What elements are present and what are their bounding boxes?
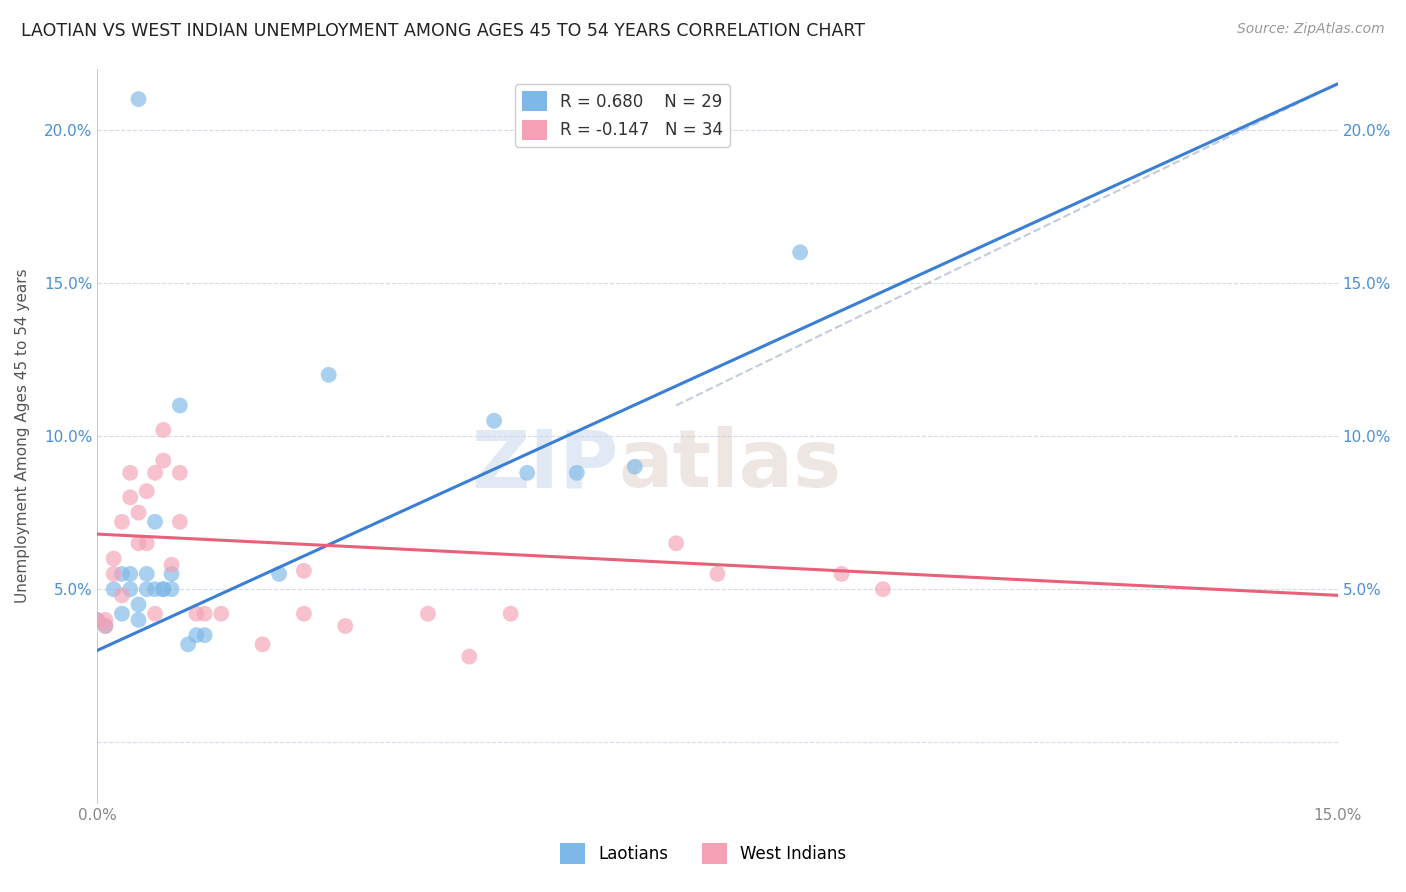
Point xyxy=(135,566,157,581)
Point xyxy=(127,598,149,612)
Point xyxy=(86,613,108,627)
Point xyxy=(194,607,217,621)
Point xyxy=(252,637,274,651)
Legend: R = 0.680    N = 29, R = -0.147   N = 34: R = 0.680 N = 29, R = -0.147 N = 34 xyxy=(515,84,730,146)
Point xyxy=(94,619,117,633)
Point xyxy=(135,484,157,499)
Point xyxy=(186,628,208,642)
Point xyxy=(482,414,505,428)
Point xyxy=(127,613,149,627)
Point xyxy=(706,566,728,581)
Point xyxy=(831,566,853,581)
Point xyxy=(160,558,183,572)
Point xyxy=(127,536,149,550)
Point xyxy=(169,399,191,413)
Point xyxy=(516,466,538,480)
Point xyxy=(143,515,166,529)
Text: atlas: atlas xyxy=(619,426,841,505)
Text: ZIP: ZIP xyxy=(471,426,619,505)
Point xyxy=(135,582,157,597)
Point xyxy=(186,607,208,621)
Point xyxy=(209,607,232,621)
Point xyxy=(194,628,217,642)
Point xyxy=(292,607,315,621)
Point xyxy=(665,536,688,550)
Point xyxy=(177,637,200,651)
Point xyxy=(565,466,588,480)
Point xyxy=(120,466,142,480)
Point xyxy=(103,551,125,566)
Point xyxy=(292,564,315,578)
Point xyxy=(318,368,340,382)
Point xyxy=(127,92,149,106)
Point xyxy=(120,491,142,505)
Point xyxy=(103,582,125,597)
Point xyxy=(143,607,166,621)
Legend: Laotians, West Indians: Laotians, West Indians xyxy=(554,837,852,871)
Point xyxy=(143,582,166,597)
Point xyxy=(623,459,645,474)
Point xyxy=(135,536,157,550)
Text: Source: ZipAtlas.com: Source: ZipAtlas.com xyxy=(1237,22,1385,37)
Point xyxy=(94,619,117,633)
Y-axis label: Unemployment Among Ages 45 to 54 years: Unemployment Among Ages 45 to 54 years xyxy=(15,268,30,603)
Point xyxy=(152,423,174,437)
Point xyxy=(111,566,134,581)
Point xyxy=(267,566,290,581)
Point xyxy=(872,582,894,597)
Point xyxy=(152,453,174,467)
Point xyxy=(458,649,481,664)
Point xyxy=(160,566,183,581)
Point xyxy=(416,607,439,621)
Point xyxy=(789,245,811,260)
Point xyxy=(169,466,191,480)
Point xyxy=(120,566,142,581)
Point xyxy=(111,607,134,621)
Point xyxy=(169,515,191,529)
Point xyxy=(94,613,117,627)
Point xyxy=(86,613,108,627)
Point xyxy=(111,515,134,529)
Text: LAOTIAN VS WEST INDIAN UNEMPLOYMENT AMONG AGES 45 TO 54 YEARS CORRELATION CHART: LAOTIAN VS WEST INDIAN UNEMPLOYMENT AMON… xyxy=(21,22,865,40)
Point xyxy=(499,607,522,621)
Point xyxy=(120,582,142,597)
Point xyxy=(103,566,125,581)
Point xyxy=(160,582,183,597)
Point xyxy=(152,582,174,597)
Point xyxy=(127,506,149,520)
Point xyxy=(335,619,357,633)
Point xyxy=(111,588,134,602)
Point xyxy=(152,582,174,597)
Point xyxy=(143,466,166,480)
